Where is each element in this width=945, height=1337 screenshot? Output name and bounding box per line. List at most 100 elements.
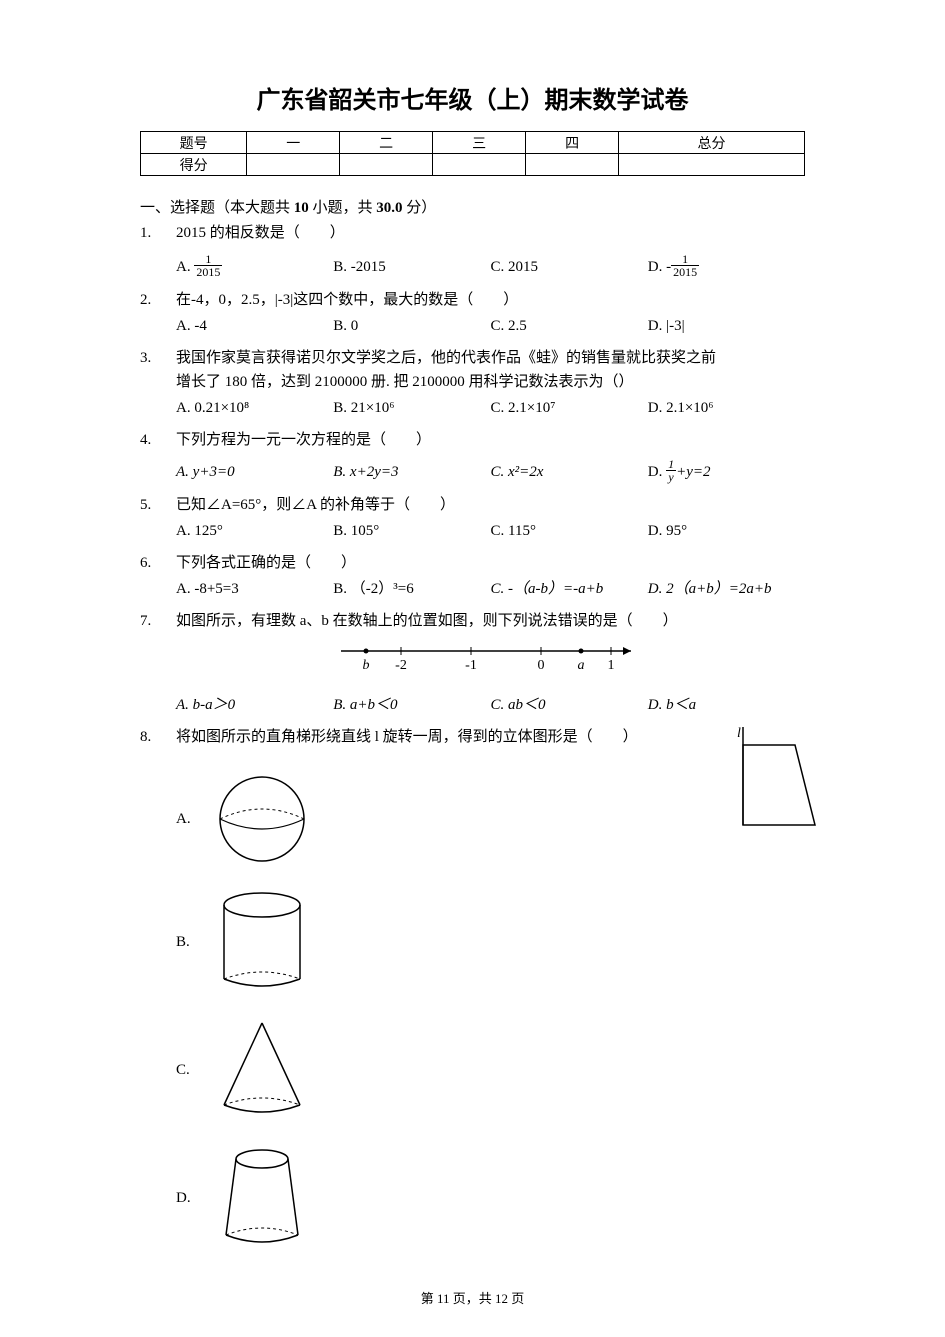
opt-label: B.	[176, 930, 212, 954]
opt-suffix: +y=2	[676, 464, 710, 480]
option-b: B. x+2y=3	[333, 460, 490, 485]
opt-label: D.	[176, 1186, 212, 1210]
option-c: C. ab＜0	[491, 693, 648, 717]
option-c: C. -（a-b）=-a+b	[491, 577, 648, 601]
cylinder-icon	[212, 887, 312, 997]
opt-label: D.	[648, 464, 666, 480]
option-c: C. 2015	[491, 255, 648, 280]
option-a: A. b-a＞0	[176, 693, 333, 717]
cell: 二	[340, 132, 433, 154]
question-8: 8. 将如图所示的直角梯形绕直线 l 旋转一周，得到的立体图形是（ ） l A.	[140, 725, 805, 1271]
opt-label: C.	[176, 1058, 212, 1082]
question-text: 2015 的相反数是（ ）	[176, 221, 805, 245]
cell-label: 得分	[141, 154, 247, 176]
option-b: B. 0	[333, 314, 490, 338]
question-text: 在-4，0，2.5，|-3|这四个数中，最大的数是（ ）	[176, 288, 805, 312]
section-suffix: 分）	[403, 200, 437, 216]
numberline-svg: b -2 -1 0 a 1	[331, 639, 651, 675]
label-0: 0	[537, 658, 544, 673]
question-text: 增长了 180 倍，达到 2100000 册. 把 2100000 用科学记数法…	[176, 370, 805, 394]
cell: 总分	[619, 132, 805, 154]
frac-den: 2015	[671, 266, 699, 278]
question-text: 我国作家莫言获得诺贝尔文学奖之后，他的代表作品《蛙》的销售量就比获奖之前	[176, 346, 805, 370]
option-d: D. b＜a	[648, 693, 805, 717]
score-table: 题号 一 二 三 四 总分 得分	[140, 131, 805, 176]
option-a: A. 12015	[176, 255, 333, 280]
option-a: A. y+3=0	[176, 460, 333, 485]
question-number: 7.	[140, 609, 176, 723]
question-number: 2.	[140, 288, 176, 344]
option-a: A. 0.21×10⁸	[176, 396, 333, 420]
option-c: C.	[176, 1015, 805, 1125]
question-text: 已知∠A=65°，则∠A 的补角等于（ ）	[176, 493, 805, 517]
option-b: B. （-2）³=6	[333, 577, 490, 601]
section-mid: 小题，共	[309, 200, 377, 216]
label-1: 1	[607, 658, 614, 673]
question-text: 将如图所示的直角梯形绕直线 l 旋转一周，得到的立体图形是（ ）	[176, 725, 805, 749]
question-number: 6.	[140, 551, 176, 607]
question-number: 3.	[140, 346, 176, 426]
label-a: a	[577, 658, 584, 673]
question-number: 1.	[140, 221, 176, 286]
question-number: 4.	[140, 428, 176, 491]
cone-icon	[212, 1015, 312, 1125]
option-d: D. 1y+y=2	[648, 460, 805, 485]
opt-label: D. -	[648, 259, 671, 275]
option-b: B. 21×10⁶	[333, 396, 490, 420]
label-l: l	[737, 726, 741, 741]
option-b: B. 105°	[333, 519, 490, 543]
trapezoid-figure: l	[725, 725, 825, 843]
trapezoid-svg: l	[725, 725, 825, 835]
option-a: A. -8+5=3	[176, 577, 333, 601]
question-6: 6. 下列各式正确的是（ ） A. -8+5=3 B. （-2）³=6 C. -…	[140, 551, 805, 607]
section-points: 30.0	[376, 200, 402, 216]
question-text: 如图所示，有理数 a、b 在数轴上的位置如图，则下列说法错误的是（ ）	[176, 609, 805, 633]
cell	[619, 154, 805, 176]
page-footer: 第 11 页，共 12 页	[0, 1288, 945, 1307]
table-row: 得分	[141, 154, 805, 176]
option-d: D. |-3|	[648, 314, 805, 338]
label-neg1: -1	[465, 658, 477, 673]
question-text: 下列各式正确的是（ ）	[176, 551, 805, 575]
question-number: 8.	[140, 725, 176, 1271]
sphere-icon	[212, 769, 312, 869]
question-7: 7. 如图所示，有理数 a、b 在数轴上的位置如图，则下列说法错误的是（ ） b…	[140, 609, 805, 723]
frac-den: y	[666, 471, 676, 483]
label-b: b	[362, 658, 369, 673]
question-1: 1. 2015 的相反数是（ ） A. 12015 B. -2015 C. 20…	[140, 221, 805, 286]
section-count: 10	[294, 200, 309, 216]
opt-label: A.	[176, 259, 194, 275]
cell: 三	[433, 132, 526, 154]
question-4: 4. 下列方程为一元一次方程的是（ ） A. y+3=0 B. x+2y=3 C…	[140, 428, 805, 491]
option-c: C. 2.5	[491, 314, 648, 338]
option-d: D. 95°	[648, 519, 805, 543]
option-b: B. -2015	[333, 255, 490, 280]
option-d: D. 2（a+b）=2a+b	[648, 577, 805, 601]
question-5: 5. 已知∠A=65°，则∠A 的补角等于（ ） A. 125° B. 105°…	[140, 493, 805, 549]
question-2: 2. 在-4，0，2.5，|-3|这四个数中，最大的数是（ ） A. -4 B.…	[140, 288, 805, 344]
cell	[526, 154, 619, 176]
option-b: B. a+b＜0	[333, 693, 490, 717]
cell: 一	[247, 132, 340, 154]
option-c: C. 115°	[491, 519, 648, 543]
page-title: 广东省韶关市七年级（上）期末数学试卷	[140, 80, 805, 115]
question-text: 下列方程为一元一次方程的是（ ）	[176, 428, 805, 452]
cell	[433, 154, 526, 176]
question-3: 3. 我国作家莫言获得诺贝尔文学奖之后，他的代表作品《蛙》的销售量就比获奖之前 …	[140, 346, 805, 426]
numberline-figure: b -2 -1 0 a 1	[176, 639, 805, 683]
option-d: D.	[176, 1143, 805, 1253]
table-row: 题号 一 二 三 四 总分	[141, 132, 805, 154]
label-neg2: -2	[395, 658, 407, 673]
option-b: B.	[176, 887, 805, 997]
frustum-icon	[212, 1143, 312, 1253]
option-c: C. x²=2x	[491, 460, 648, 485]
cell: 四	[526, 132, 619, 154]
opt-label: A.	[176, 807, 212, 831]
option-a: A. -4	[176, 314, 333, 338]
option-c: C. 2.1×10⁷	[491, 396, 648, 420]
frac-den: 2015	[194, 266, 222, 278]
section-prefix: 一、选择题（本大题共	[140, 200, 294, 216]
section-header: 一、选择题（本大题共 10 小题，共 30.0 分）	[140, 196, 805, 217]
cell	[340, 154, 433, 176]
cell	[247, 154, 340, 176]
